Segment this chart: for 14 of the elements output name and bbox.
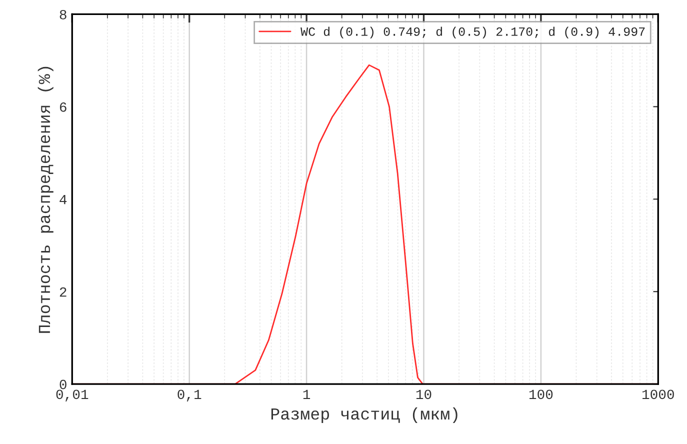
x-tick-label: 10 xyxy=(416,390,432,400)
x-tick-label: 100 xyxy=(529,390,553,400)
x-tick-label: 0,01 xyxy=(56,390,88,402)
legend-label: WC d (0.1) 0.749; d (0.5) 2.170; d (0.9) 4.997 xyxy=(300,26,645,38)
y-tick-label: 6 xyxy=(60,102,66,112)
y-tick-label: 0 xyxy=(60,380,66,390)
x-axis-title: Размер частиц (мкм) xyxy=(271,407,458,423)
y-tick-label: 4 xyxy=(60,195,67,204)
x-tick-label: 1 xyxy=(303,390,310,399)
x-tick-label: 1000 xyxy=(642,390,674,400)
y-axis-title: Плотность распределения (%) xyxy=(38,66,54,333)
x-tick-label: 0,1 xyxy=(178,390,202,402)
y-tick-label: 2 xyxy=(60,287,66,297)
y-tick-label: 8 xyxy=(60,10,66,20)
